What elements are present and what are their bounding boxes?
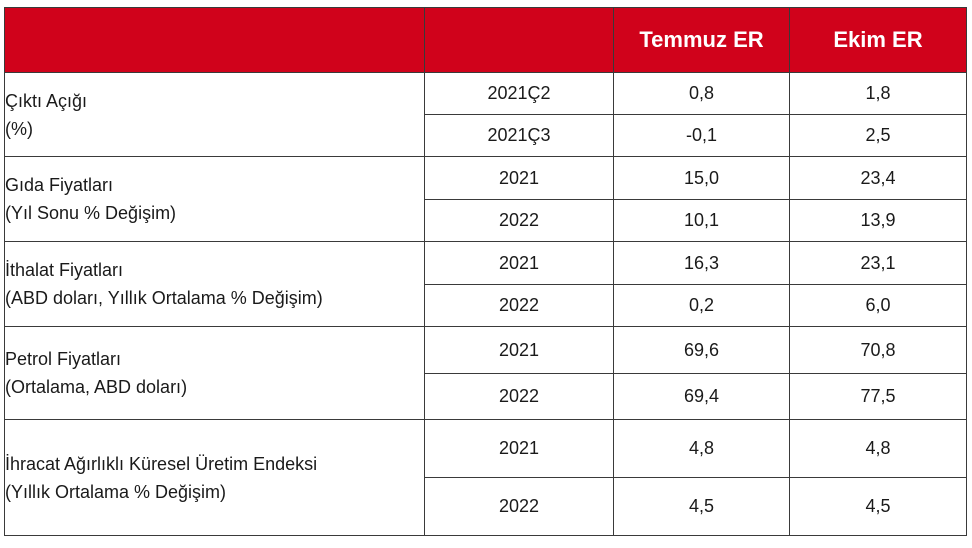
temmuz-cell: 4,5 [613, 477, 790, 536]
temmuz-cell: -0,1 [613, 114, 790, 157]
ekim-cell: 23,4 [789, 156, 967, 200]
label-subtitle: (Yıl Sonu % Değişim) [5, 203, 177, 223]
temmuz-cell: 69,6 [613, 326, 790, 374]
temmuz-cell: 4,8 [613, 419, 790, 478]
ekim-cell: 77,5 [789, 373, 967, 420]
row-label-output-gap: Çıktı Açığı (%) [4, 72, 425, 157]
header-ekim-er: Ekim ER [789, 7, 967, 73]
table-row: 2022 69,4 77,5 [5, 373, 967, 420]
row-label-import-prices: İthalat Fiyatları (ABD doları, Yıllık Or… [4, 241, 425, 327]
temmuz-cell: 69,4 [613, 373, 790, 420]
label-subtitle: (ABD doları, Yıllık Ortalama % Değişim) [5, 288, 323, 308]
label-subtitle: (Yıllık Ortalama % Değişim) [5, 481, 227, 502]
ekim-cell: 4,8 [789, 419, 967, 478]
temmuz-cell: 15,0 [613, 156, 790, 200]
table-row: Petrol Fiyatları (Ortalama, ABD doları) … [4, 326, 967, 420]
label-subtitle: (Ortalama, ABD doları) [5, 377, 188, 397]
period-cell: 2021 [424, 241, 614, 285]
label-title: Çıktı Açığı [5, 90, 88, 111]
period-cell: 2021Ç2 [424, 72, 614, 115]
table-row: 2021Ç3 -0,1 2,5 [5, 114, 967, 157]
header-row: Temmuz ER Ekim ER [4, 7, 967, 73]
table-row: 2022 0,2 6,0 [5, 284, 967, 327]
ekim-cell: 13,9 [789, 199, 967, 242]
table-row: Gıda Fiyatları (Yıl Sonu % Değişim) 2021… [4, 156, 967, 242]
ekim-cell: 70,8 [789, 326, 967, 374]
header-temmuz-er: Temmuz ER [613, 7, 790, 73]
label-title: Petrol Fiyatları [5, 349, 122, 369]
period-cell: 2022 [424, 477, 614, 536]
period-cell: 2021 [424, 419, 614, 478]
temmuz-cell: 0,2 [613, 284, 790, 327]
forecast-table: Temmuz ER Ekim ER Çıktı Açığı (%) 2021Ç2… [4, 7, 967, 536]
ekim-cell: 4,5 [789, 477, 967, 536]
table-row: İhracat Ağırlıklı Küresel Üretim Endeksi… [4, 419, 967, 536]
table-row: 2022 4,5 4,5 [5, 477, 967, 536]
label-title: İhracat Ağırlıklı Küresel Üretim Endeksi [5, 453, 318, 474]
header-variable [4, 7, 425, 73]
table-row: İthalat Fiyatları (ABD doları, Yıllık Or… [4, 241, 967, 327]
period-cell: 2021Ç3 [424, 114, 614, 157]
period-cell: 2022 [424, 373, 614, 420]
temmuz-cell: 16,3 [613, 241, 790, 285]
ekim-cell: 2,5 [789, 114, 967, 157]
ekim-cell: 1,8 [789, 72, 967, 115]
row-label-oil-prices: Petrol Fiyatları (Ortalama, ABD doları) [4, 326, 425, 420]
period-cell: 2022 [424, 284, 614, 327]
ekim-cell: 6,0 [789, 284, 967, 327]
row-label-export-weighted-index: İhracat Ağırlıklı Küresel Üretim Endeksi… [4, 419, 425, 536]
table-row: Çıktı Açığı (%) 2021Ç2 0,8 1,8 [4, 72, 967, 157]
label-subtitle: (%) [5, 118, 33, 139]
label-title: Gıda Fiyatları [5, 175, 114, 195]
temmuz-cell: 0,8 [613, 72, 790, 115]
header-period [424, 7, 614, 73]
period-cell: 2021 [424, 326, 614, 374]
row-label-food-prices: Gıda Fiyatları (Yıl Sonu % Değişim) [4, 156, 425, 242]
period-cell: 2022 [424, 199, 614, 242]
period-cell: 2021 [424, 156, 614, 200]
label-title: İthalat Fiyatları [5, 260, 124, 280]
table-row: 2022 10,1 13,9 [5, 199, 967, 242]
temmuz-cell: 10,1 [613, 199, 790, 242]
ekim-cell: 23,1 [789, 241, 967, 285]
